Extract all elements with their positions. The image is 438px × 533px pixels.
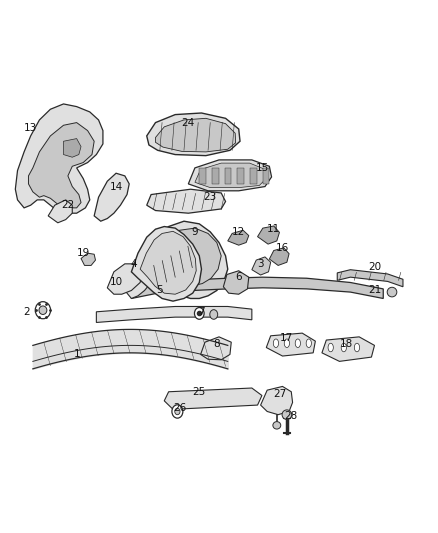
Polygon shape [266, 333, 315, 356]
Polygon shape [261, 386, 293, 415]
Ellipse shape [194, 308, 204, 319]
Text: 15: 15 [256, 163, 269, 173]
Text: 27: 27 [274, 390, 287, 399]
Polygon shape [337, 270, 403, 287]
Text: 26: 26 [173, 403, 186, 413]
Polygon shape [15, 104, 103, 213]
Text: 4: 4 [130, 259, 137, 269]
Polygon shape [201, 337, 231, 360]
Text: 12: 12 [232, 227, 245, 237]
Ellipse shape [284, 339, 290, 348]
Ellipse shape [273, 339, 279, 348]
Bar [212, 168, 219, 184]
Text: 3: 3 [257, 259, 264, 269]
Ellipse shape [35, 302, 50, 319]
Polygon shape [107, 264, 142, 294]
Text: 2: 2 [23, 307, 30, 317]
Text: 8: 8 [213, 339, 220, 349]
Ellipse shape [282, 410, 292, 419]
Polygon shape [131, 277, 383, 298]
Ellipse shape [306, 339, 311, 348]
Text: 14: 14 [110, 182, 123, 191]
Polygon shape [147, 113, 240, 156]
Text: 21: 21 [368, 286, 381, 295]
Text: 25: 25 [193, 387, 206, 397]
Polygon shape [64, 139, 81, 157]
Ellipse shape [210, 310, 218, 319]
Text: 5: 5 [156, 286, 163, 295]
Ellipse shape [175, 408, 180, 415]
Ellipse shape [172, 405, 183, 418]
Ellipse shape [354, 343, 360, 352]
Text: 13: 13 [24, 123, 37, 133]
Polygon shape [223, 271, 249, 294]
Bar [199, 168, 206, 184]
Polygon shape [258, 226, 279, 244]
Polygon shape [28, 123, 94, 208]
Polygon shape [269, 248, 289, 265]
Polygon shape [140, 231, 196, 294]
Ellipse shape [341, 343, 346, 352]
Polygon shape [125, 256, 153, 298]
Text: 9: 9 [191, 227, 198, 237]
Polygon shape [228, 230, 249, 245]
Polygon shape [322, 337, 374, 361]
Ellipse shape [39, 306, 47, 314]
Polygon shape [147, 189, 226, 213]
Polygon shape [195, 163, 266, 188]
Polygon shape [155, 228, 221, 286]
Polygon shape [164, 388, 262, 409]
Bar [225, 168, 231, 184]
Text: 19: 19 [77, 248, 90, 258]
Polygon shape [96, 306, 252, 322]
Ellipse shape [328, 343, 333, 352]
Ellipse shape [295, 339, 300, 348]
Polygon shape [188, 160, 272, 191]
Text: 20: 20 [368, 262, 381, 271]
Text: 24: 24 [182, 118, 195, 127]
Ellipse shape [387, 287, 397, 297]
Text: 17: 17 [280, 334, 293, 343]
Text: 22: 22 [61, 200, 74, 210]
Text: 11: 11 [267, 224, 280, 234]
Text: 7: 7 [198, 307, 205, 317]
Text: 16: 16 [276, 243, 289, 253]
Polygon shape [131, 227, 201, 301]
Polygon shape [252, 257, 271, 275]
Text: 6: 6 [235, 272, 242, 282]
Bar [250, 168, 257, 184]
Bar [237, 168, 244, 184]
Text: 23: 23 [204, 192, 217, 202]
Text: 10: 10 [110, 278, 123, 287]
Polygon shape [48, 200, 72, 223]
Bar [263, 168, 269, 184]
Polygon shape [94, 173, 129, 221]
Text: 1: 1 [73, 350, 80, 359]
Ellipse shape [273, 422, 281, 429]
Polygon shape [147, 221, 228, 298]
Polygon shape [81, 253, 95, 265]
Text: 18: 18 [339, 339, 353, 349]
Text: 28: 28 [285, 411, 298, 421]
Polygon shape [155, 118, 236, 152]
